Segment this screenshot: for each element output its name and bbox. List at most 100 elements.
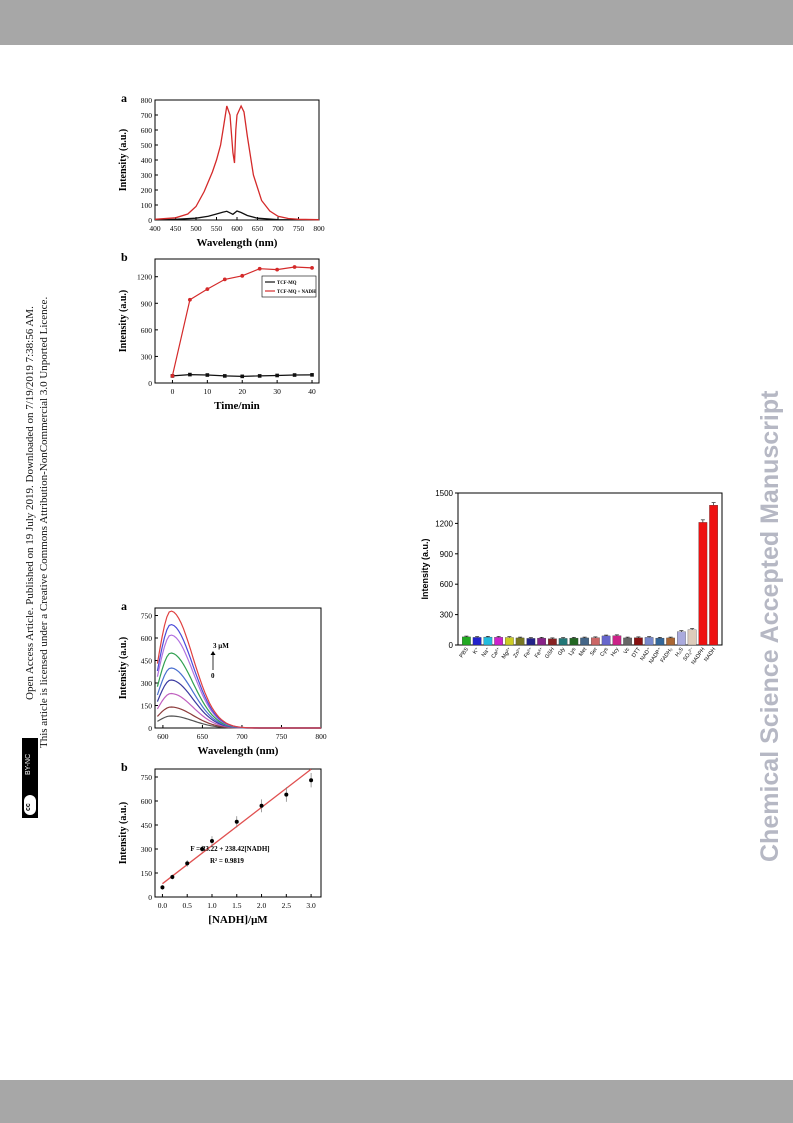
bar-6 bbox=[526, 638, 536, 646]
spectrum-line-3 bbox=[156, 679, 321, 729]
bar-3 bbox=[494, 637, 503, 646]
cc-license-badge[interactable]: BY-NC cc bbox=[22, 738, 38, 818]
data-point bbox=[170, 374, 175, 378]
data-point bbox=[309, 778, 314, 783]
cc-badge-bync-text: BY-NC bbox=[25, 753, 32, 775]
spectrum-line-2 bbox=[156, 692, 321, 729]
x-axis-label: Time/min bbox=[214, 400, 260, 412]
data-point bbox=[209, 839, 214, 843]
data-point bbox=[185, 861, 190, 866]
category-label: Lys bbox=[568, 647, 578, 657]
x-tick-label: 0 bbox=[171, 387, 175, 396]
x-tick-label: 0.5 bbox=[183, 901, 193, 910]
data-point bbox=[240, 273, 245, 278]
category-label: Fe³⁺ bbox=[533, 646, 545, 659]
y-axis-label: Intensity (a.u.) bbox=[118, 802, 129, 865]
data-point bbox=[310, 265, 314, 270]
panel-label: a bbox=[121, 91, 127, 105]
x-tick-label: 3.0 bbox=[306, 901, 316, 910]
y-tick-label: 700 bbox=[141, 111, 153, 120]
y-tick-label: 150 bbox=[141, 869, 153, 878]
category-label: PBS bbox=[459, 646, 470, 659]
bar-9 bbox=[558, 638, 568, 646]
data-point bbox=[187, 297, 192, 302]
x-tick-label: 600 bbox=[157, 732, 169, 741]
x-tick-label: 650 bbox=[252, 224, 264, 233]
category-label: H₂S bbox=[674, 646, 685, 658]
bar-15 bbox=[623, 637, 632, 646]
spectrum-line-0 bbox=[154, 210, 320, 221]
concentration-arrow-head bbox=[210, 651, 216, 655]
y-tick-label: 300 bbox=[440, 611, 454, 620]
y-tick-label: 200 bbox=[141, 186, 153, 195]
bar-23 bbox=[709, 505, 718, 646]
panel-label: b bbox=[121, 250, 128, 264]
y-tick-label: 600 bbox=[141, 634, 153, 643]
y-tick-label: 0 bbox=[148, 216, 152, 225]
y-tick-label: 600 bbox=[141, 126, 153, 135]
data-point bbox=[292, 373, 297, 377]
y-tick-label: 450 bbox=[141, 821, 153, 830]
category-label: NADH bbox=[703, 647, 717, 663]
x-tick-label: 40 bbox=[308, 387, 316, 396]
data-point bbox=[257, 266, 262, 271]
data-point bbox=[188, 372, 192, 377]
category-label: K⁺ bbox=[471, 646, 481, 655]
bar-22 bbox=[698, 522, 708, 646]
bar-8 bbox=[548, 638, 557, 646]
figure-2a-titration-spectra: 600 650 700 750 800 0 150 300 450 600 750 Wavelengt… bbox=[118, 599, 327, 757]
figure-1a-emission-spectra: 400 450 500 550 600 650 700 750 800 0 100 200 300 400… bbox=[118, 91, 325, 249]
data-point bbox=[310, 373, 314, 377]
data-point bbox=[240, 374, 245, 379]
data-point bbox=[222, 277, 227, 282]
panel-label: a bbox=[121, 599, 127, 613]
figure-2b-linear-fit: 0.0 0.5 1.0 1.5 2.0 2.5 3.0 0 150 300 450 600 750 [NA… bbox=[118, 760, 322, 925]
license-line-1: Open Access Article. Published on 19 Jul… bbox=[24, 306, 36, 700]
x-tick-label: 800 bbox=[315, 732, 327, 741]
y-axis-label: Intensity (a.u.) bbox=[118, 290, 129, 353]
legend: TCF-MQ TCF-MQ + NADH bbox=[261, 275, 317, 298]
bottom-band bbox=[0, 1080, 793, 1123]
figure-1b-time-course: 0 10 20 30 40 0 300 600 900 1200 Time/min Intensity… bbox=[118, 250, 320, 412]
x-tick-label: 700 bbox=[236, 732, 248, 741]
data-point bbox=[170, 875, 175, 879]
category-label: Hcy bbox=[610, 647, 620, 658]
category-label: Ca²⁺ bbox=[490, 646, 503, 660]
accepted-manuscript-watermark: Chemical Science Accepted Manuscript bbox=[756, 390, 784, 862]
spectrum-line-5 bbox=[156, 652, 321, 729]
x-axis-label: Wavelength (nm) bbox=[197, 237, 278, 249]
plot-frame bbox=[154, 768, 322, 898]
y-axis-label: Intensity (a.u.) bbox=[420, 538, 430, 599]
y-tick-label: 500 bbox=[141, 141, 153, 150]
data-point bbox=[259, 803, 264, 808]
bar-14 bbox=[612, 635, 622, 646]
fit-equation: F = 83.22 + 238.42[NADH] bbox=[190, 845, 269, 853]
y-tick-label: 750 bbox=[141, 612, 153, 621]
y-tick-label: 750 bbox=[141, 773, 153, 782]
plot-frame bbox=[154, 607, 322, 729]
y-tick-label: 0 bbox=[148, 724, 152, 733]
bar-19 bbox=[666, 637, 675, 646]
y-tick-label: 300 bbox=[141, 352, 153, 361]
spectrum-line-1 bbox=[154, 104, 320, 221]
license-line-2: This article is licensed under a Creativ… bbox=[38, 296, 50, 748]
bar-21 bbox=[687, 629, 697, 646]
y-tick-label: 800 bbox=[141, 96, 153, 105]
y-tick-label: 1200 bbox=[435, 519, 453, 528]
data-point bbox=[200, 847, 205, 851]
plot-frame bbox=[457, 492, 723, 646]
data-point bbox=[275, 373, 279, 378]
x-tick-label: 800 bbox=[313, 224, 325, 233]
legend-label: TCF-MQ bbox=[277, 281, 297, 286]
x-tick-label: 500 bbox=[190, 224, 202, 233]
category-label: Mg²⁺ bbox=[500, 646, 513, 660]
category-label: Na⁺ bbox=[480, 646, 491, 658]
x-tick-label: 550 bbox=[211, 224, 223, 233]
spectrum-line-0 bbox=[157, 715, 321, 729]
y-tick-label: 900 bbox=[440, 550, 454, 559]
y-tick-label: 300 bbox=[141, 171, 153, 180]
category-label: Fe²⁺ bbox=[522, 646, 534, 659]
bar-18 bbox=[655, 637, 665, 646]
data-point bbox=[257, 374, 262, 378]
bar-0 bbox=[462, 636, 471, 646]
